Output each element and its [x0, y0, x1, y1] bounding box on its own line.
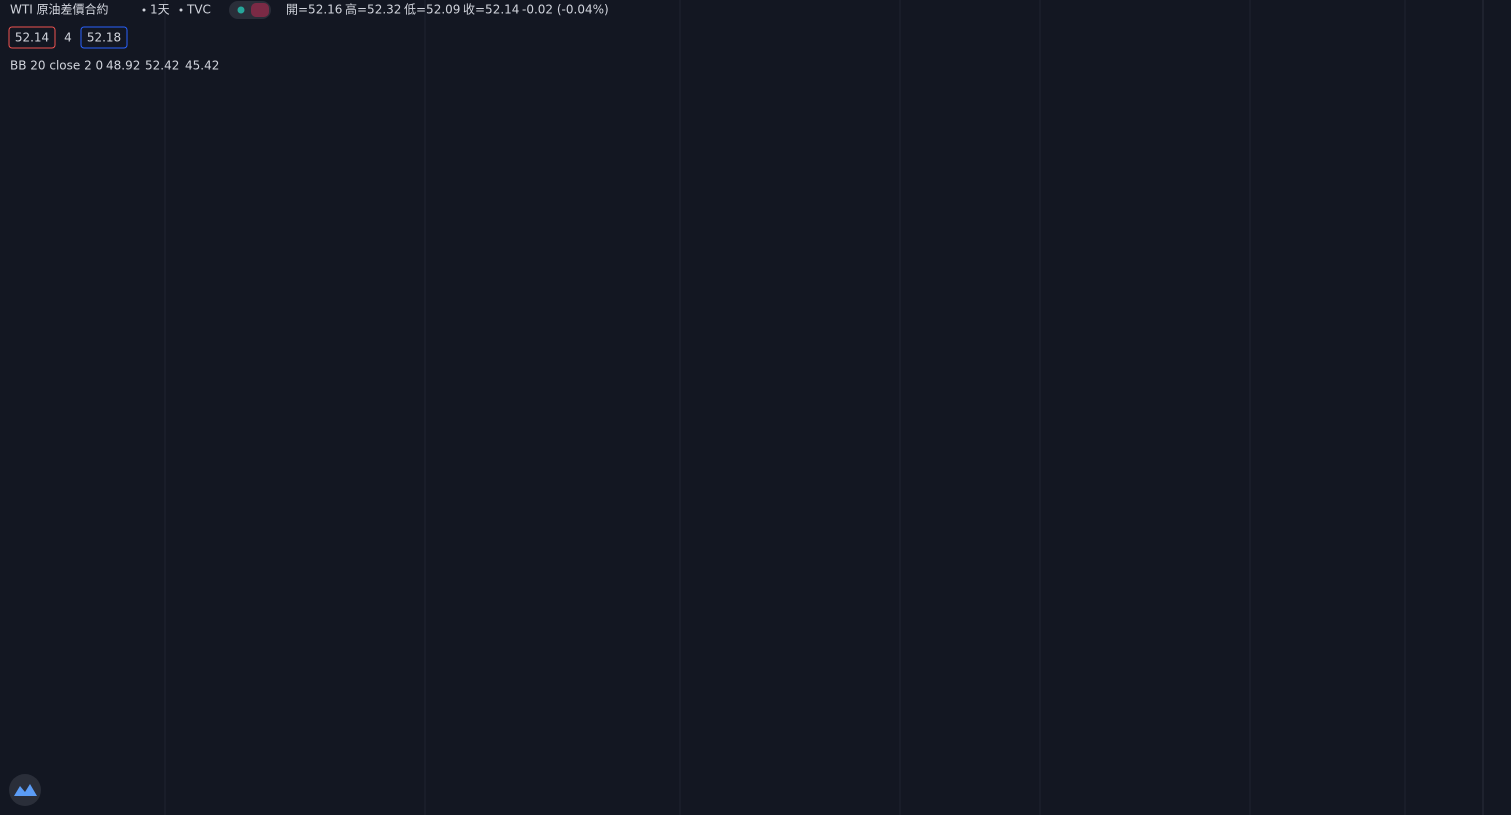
symbol[interactable]: WTI 原油差價合約 [10, 2, 109, 17]
bid-box[interactable] [8, 26, 56, 49]
toggle-knob [251, 3, 269, 17]
bb-basis: 48.92 [106, 59, 140, 73]
indicator[interactable]: BB 20 close 2 0 [10, 59, 103, 73]
spread: 4 [64, 31, 72, 45]
bid[interactable]: 52.14 [15, 31, 49, 45]
ohlc-open: 開=52.16 [286, 3, 342, 17]
toggle-dot [237, 6, 245, 14]
separator [179, 8, 183, 12]
ohlc-close: 收=52.14 [463, 3, 519, 17]
source: TVC [186, 3, 211, 17]
ask-box[interactable] [80, 26, 128, 49]
change: -0.02 (-0.04%) [522, 3, 609, 17]
bb-upper: 52.42 [145, 59, 179, 73]
ohlc-low: 低=52.09 [404, 3, 460, 17]
ohlc-high: 高=52.32 [345, 2, 401, 17]
vertical-grid [164, 0, 1406, 815]
price-axis [1483, 0, 1511, 815]
interval[interactable]: 1天 [150, 3, 170, 17]
separator [142, 8, 146, 12]
logo[interactable] [9, 774, 41, 806]
ask[interactable]: 52.18 [87, 31, 121, 45]
bb-lower: 45.42 [185, 59, 219, 73]
